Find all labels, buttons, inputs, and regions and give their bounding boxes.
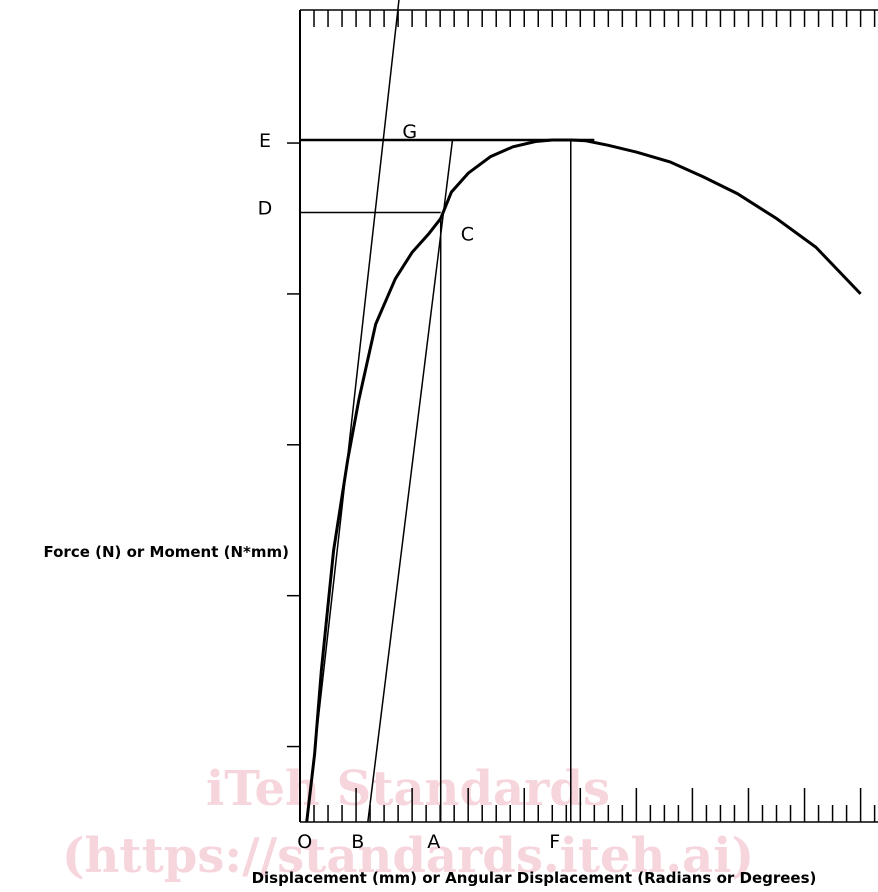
y-axis-title: Force (N) or Moment (N*mm): [43, 543, 289, 561]
point-label-d: D: [258, 197, 273, 219]
offset-line: [367, 139, 454, 823]
bottom-tick-marks: [299, 788, 876, 822]
point-label-g: G: [402, 121, 417, 143]
point-label-a: A: [427, 831, 440, 853]
x-axis-title: Displacement (mm) or Angular Displacemen…: [252, 869, 817, 887]
point-label-f: F: [549, 831, 560, 853]
point-label-b: B: [351, 831, 364, 853]
point-label-c: C: [461, 223, 474, 245]
point-label-e: E: [259, 130, 271, 152]
force-displacement-curve: [305, 138, 862, 823]
initial-slope-line: [305, 0, 400, 823]
y-tick-marks: [287, 142, 300, 748]
top-tick-marks: [299, 10, 876, 27]
point-label-o: O: [297, 831, 312, 853]
watermark-line2: (https://standards.iteh.ai): [62, 828, 754, 884]
watermark-line1: iTeh Standards: [206, 761, 610, 817]
